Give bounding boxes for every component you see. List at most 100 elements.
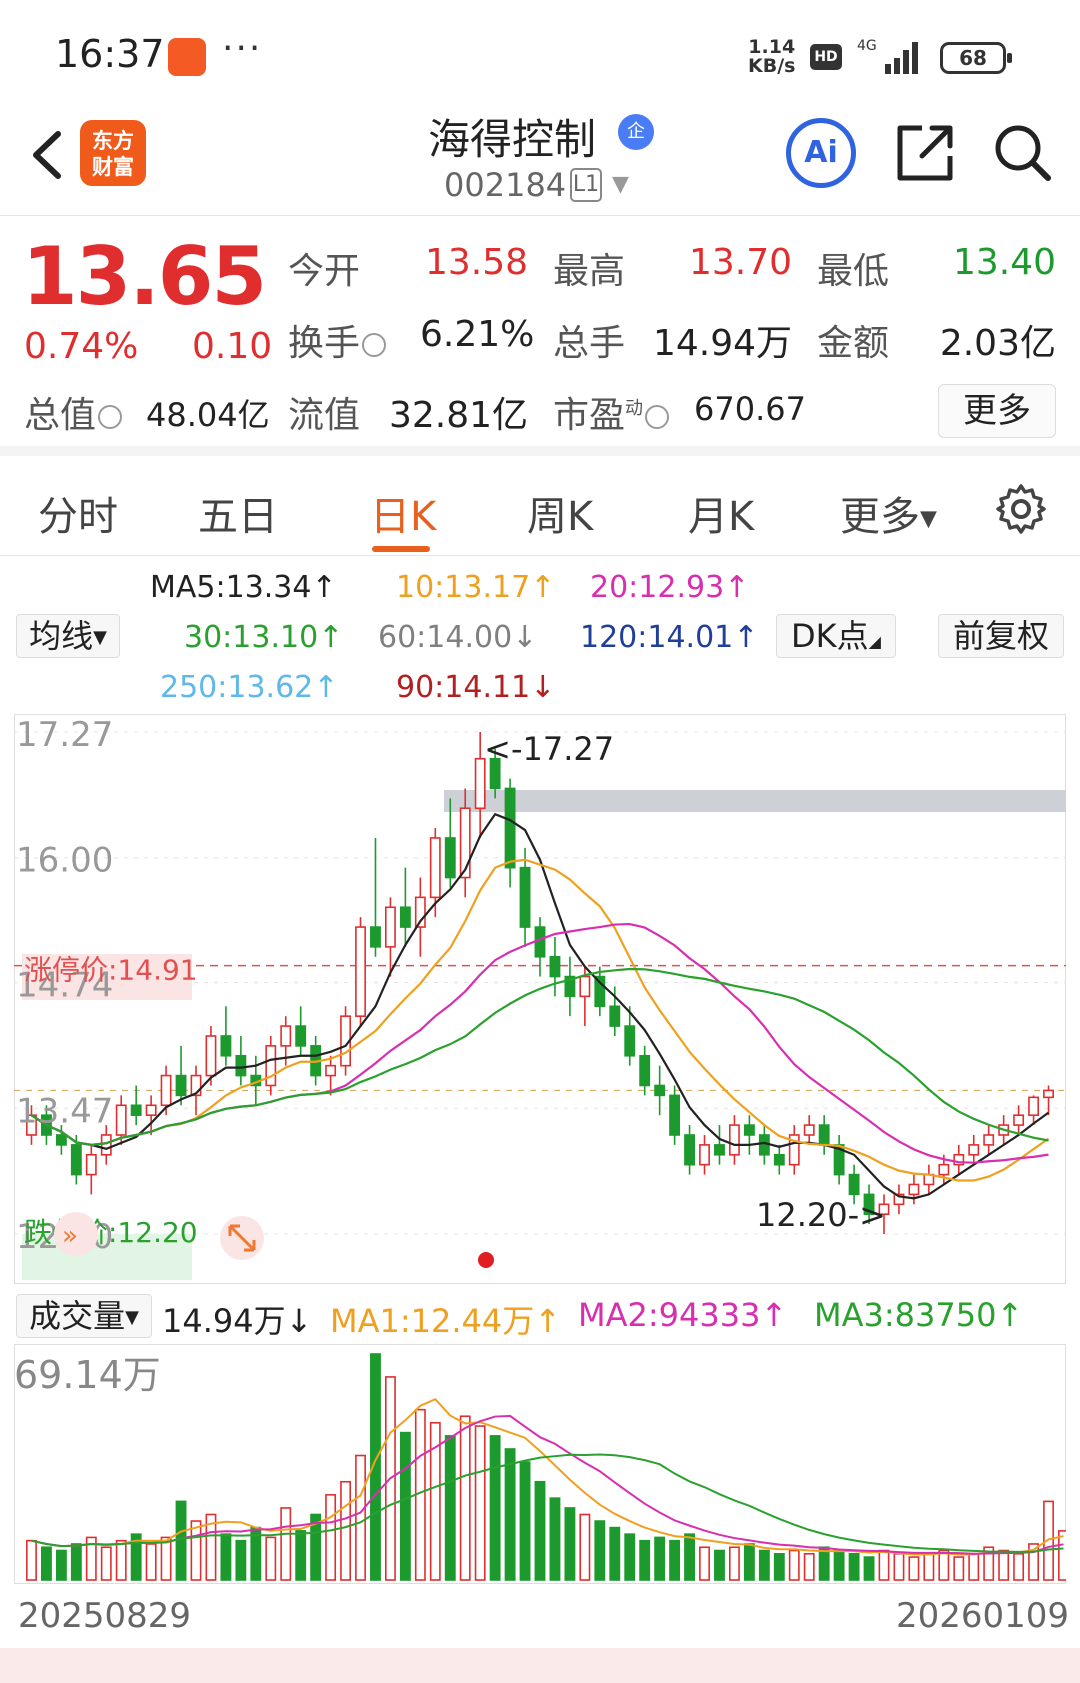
volume-chart[interactable]: 69.14万 [14, 1344, 1066, 1584]
volume-bar [55, 1549, 67, 1581]
dk-point-label: DK点 [791, 617, 869, 655]
event-marker-dot[interactable] [478, 1252, 494, 1268]
share-icon[interactable] [892, 120, 958, 186]
turnover-value: 6.21% [420, 314, 535, 355]
candle-body [773, 1153, 785, 1166]
volume-bar [564, 1507, 576, 1581]
volume-bar [684, 1533, 696, 1581]
volume-bar [953, 1556, 965, 1581]
candle-body [818, 1124, 830, 1146]
app-logo: 东方 财富 [80, 120, 146, 186]
candle-body [803, 1124, 815, 1136]
network-speed-value: 1.14 [748, 36, 796, 58]
info-icon[interactable] [645, 405, 670, 429]
tab-weekly-k[interactable]: 周K [527, 494, 594, 540]
adjust-button[interactable]: 前复权 [938, 614, 1064, 658]
gear-icon[interactable] [994, 482, 1048, 536]
volume-ma3-line [31, 1453, 1064, 1553]
volume-label: 总手 [553, 323, 626, 364]
candle-body [444, 837, 456, 879]
resize-arrows-icon [228, 1224, 256, 1252]
volume-bar [160, 1536, 172, 1581]
ma120-value: 120:14.01↑ [580, 620, 759, 655]
pe-value: 670.67 [694, 390, 806, 428]
candle-body [848, 1173, 860, 1196]
volume-bar [235, 1539, 247, 1581]
candle-body [564, 975, 576, 998]
chevron-down-icon: ▼ [920, 506, 937, 532]
candle-body [893, 1193, 905, 1206]
volume-bar [370, 1353, 381, 1581]
dk-point-button[interactable]: DK点◢ [776, 614, 896, 658]
change-amount: 0.10 [192, 326, 273, 367]
candle-body [684, 1134, 696, 1166]
network-speed: 1.14 KB/s [748, 38, 795, 76]
stock-header: 东方 财富 海得控制 企 002184 L1 ▼ Ai [0, 100, 1080, 216]
candle-body [534, 926, 546, 958]
more-quote-button[interactable]: 更多 [938, 384, 1056, 438]
code-dropdown-icon[interactable]: ▼ [612, 172, 629, 197]
ma60-value: 60:14.00↓ [378, 620, 538, 655]
tab-monthly-k[interactable]: 月K [688, 494, 755, 540]
pe-superscript: 动 [625, 398, 644, 419]
volume-bar [26, 1539, 37, 1581]
volume-bar [220, 1533, 232, 1581]
candle-body [728, 1124, 740, 1156]
volume-bar [504, 1448, 516, 1581]
volume-bar [519, 1461, 531, 1581]
level-badge[interactable]: L1 [570, 168, 602, 202]
volume-bar [594, 1520, 606, 1581]
tab-five-day[interactable]: 五日 [198, 494, 278, 540]
bottom-toolbar [0, 1648, 1080, 1683]
high-value: 13.70 [688, 242, 792, 283]
volume-bar [788, 1549, 800, 1581]
volume-bar [968, 1552, 980, 1581]
volume-bar [938, 1549, 950, 1581]
back-icon[interactable] [22, 120, 72, 190]
ai-button[interactable]: Ai [786, 118, 856, 188]
change-percent: 0.74% [24, 326, 139, 367]
volume-bar [399, 1431, 411, 1581]
volume-bar [85, 1536, 97, 1581]
ma-selector-button[interactable]: 均线▼ [16, 614, 120, 658]
ma30-line [30, 967, 1049, 1146]
volume-ma2: MA2:94333↑ [578, 1296, 788, 1334]
quote-panel: 13.65 0.74% 0.10 今开 13.58 最高 13.70 最低 13… [0, 216, 1080, 456]
volume-bar [908, 1556, 920, 1581]
candle-body [280, 1025, 292, 1047]
volume-bar [998, 1549, 1010, 1581]
volume-bar [624, 1533, 636, 1581]
volume-bar [1013, 1552, 1025, 1581]
search-icon[interactable] [990, 120, 1056, 186]
candle-body [370, 926, 381, 948]
volume-bar [714, 1549, 725, 1581]
volume-bar [878, 1549, 890, 1581]
low-label: 最低 [817, 251, 890, 292]
candle-body [519, 866, 531, 928]
info-icon[interactable] [98, 405, 123, 429]
volume-bar [265, 1536, 277, 1581]
candle-body [100, 1134, 112, 1156]
candle-body [459, 807, 471, 879]
candle-body [175, 1074, 187, 1097]
volume-bar [923, 1552, 935, 1581]
tab-intraday[interactable]: 分时 [38, 494, 118, 540]
ma20-value: 20:12.93↑ [590, 570, 750, 605]
volume-bar [474, 1425, 486, 1581]
max-price-marker: <-17.27 [484, 730, 614, 768]
tab-daily-k[interactable]: 日K [370, 494, 437, 540]
candle-body [1013, 1114, 1025, 1126]
candle-body [265, 1045, 277, 1087]
info-icon[interactable] [362, 333, 387, 357]
tab-more[interactable]: 更多▼ [840, 484, 937, 542]
candle-body [878, 1203, 890, 1215]
candlestick-chart[interactable]: 17.2716.0014.7413.4712.20涨停价:14.91跌停价:12… [14, 714, 1066, 1284]
limit-up-tag [22, 954, 192, 1000]
volume-bar [115, 1539, 127, 1581]
volume-indicator-selector[interactable]: 成交量▼ [16, 1294, 152, 1338]
expand-left-icon[interactable] [54, 1212, 98, 1256]
enterprise-badge: 企 [618, 114, 654, 150]
volume-bar [325, 1494, 337, 1581]
volume-bar [1058, 1530, 1066, 1581]
candle-body [908, 1183, 920, 1196]
